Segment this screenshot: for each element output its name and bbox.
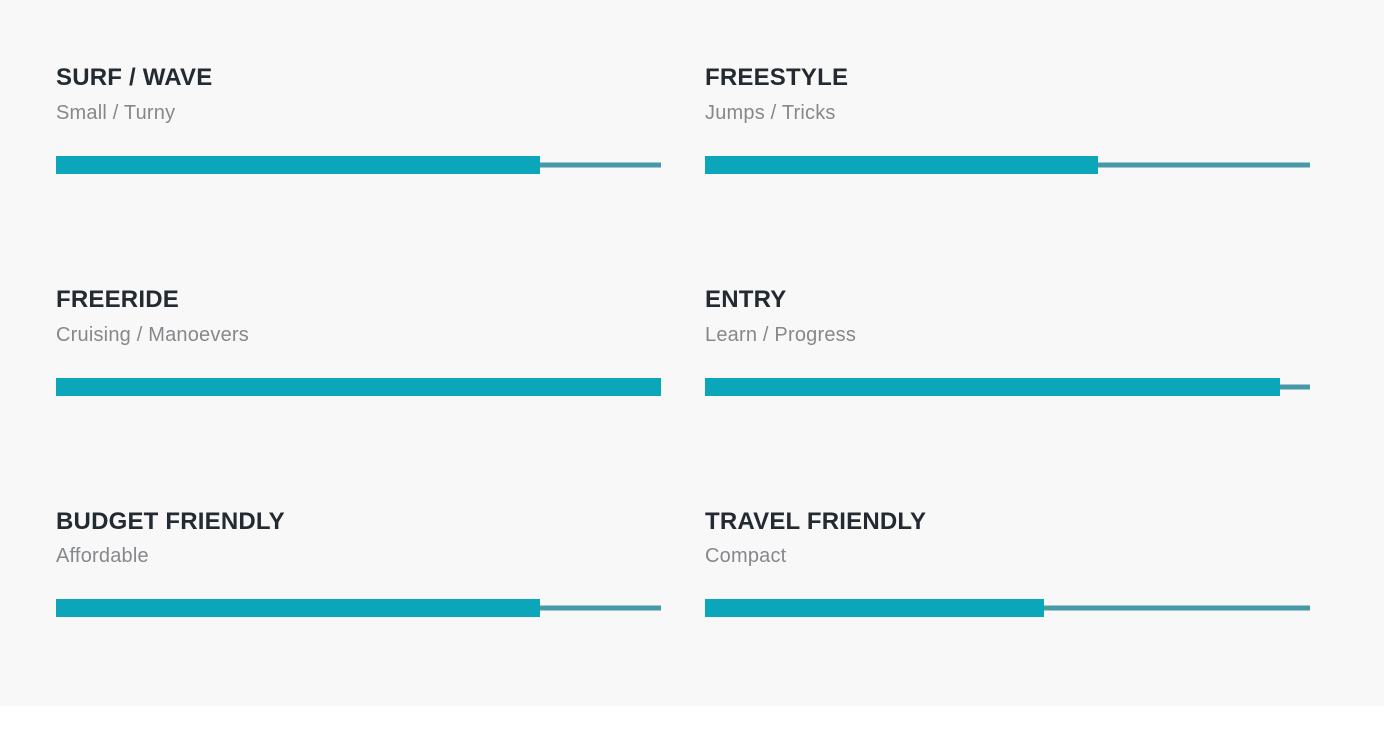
rating-title: BUDGET FRIENDLY	[56, 507, 285, 535]
rating-subtitle: Jumps / Tricks	[705, 101, 836, 124]
rating-bar-fill	[705, 599, 1044, 618]
rating-bar	[705, 377, 1310, 396]
rating-title: FREERIDE	[56, 285, 179, 313]
rating-subtitle: Small / Turny	[56, 101, 176, 124]
rating-item-entry: ENTRY Learn / Progress	[705, 286, 1310, 396]
ratings-grid: SURF / WAVE Small / Turny FREESTYLE Jump…	[56, 64, 1310, 618]
rating-bar	[705, 599, 1310, 618]
rating-subtitle: Cruising / Manoevers	[56, 323, 249, 346]
rating-item-travel-friendly: TRAVEL FRIENDLY Compact	[705, 508, 1310, 618]
rating-title: ENTRY	[705, 285, 787, 313]
rating-bar	[56, 377, 661, 396]
rating-bar-fill	[705, 377, 1280, 396]
rating-item-surf-wave: SURF / WAVE Small / Turny	[56, 64, 661, 174]
rating-subtitle: Affordable	[56, 545, 149, 568]
rating-bar-fill	[56, 377, 661, 396]
rating-title: FREESTYLE	[705, 64, 849, 91]
rating-title: TRAVEL FRIENDLY	[705, 507, 927, 535]
rating-item-freeride: FREERIDE Cruising / Manoevers	[56, 286, 661, 396]
rating-bar-fill	[56, 155, 540, 174]
rating-bar	[56, 599, 661, 618]
rating-bar	[705, 155, 1310, 174]
rating-title: SURF / WAVE	[56, 64, 213, 91]
ratings-panel: SURF / WAVE Small / Turny FREESTYLE Jump…	[56, 64, 1310, 618]
rating-item-budget-friendly: BUDGET FRIENDLY Affordable	[56, 508, 661, 618]
rating-subtitle: Learn / Progress	[705, 323, 857, 346]
rating-bar-fill	[705, 155, 1099, 174]
rating-bar	[56, 155, 661, 174]
rating-subtitle: Compact	[705, 545, 787, 568]
rating-item-freestyle: FREESTYLE Jumps / Tricks	[705, 64, 1310, 174]
rating-bar-fill	[56, 599, 540, 618]
